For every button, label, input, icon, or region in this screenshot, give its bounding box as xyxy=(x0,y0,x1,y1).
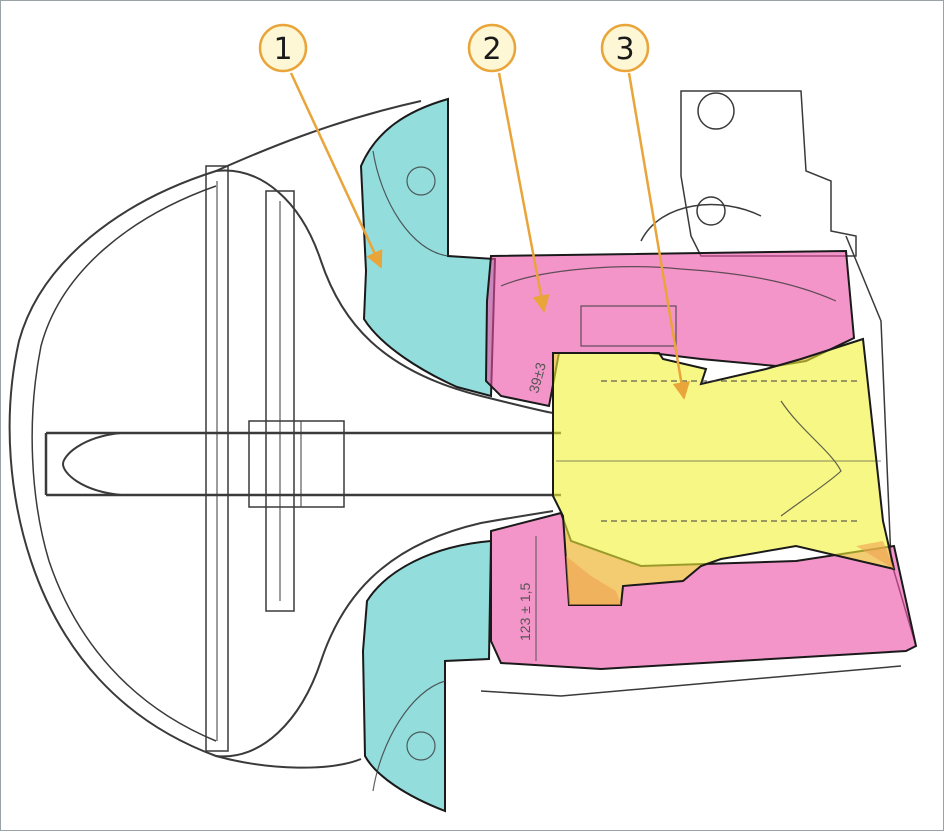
line-art xyxy=(8,90,917,769)
callout-leaders xyxy=(289,72,690,400)
lower-fairing xyxy=(215,510,554,758)
shaft-nose xyxy=(61,432,122,496)
upper-mount xyxy=(680,90,857,257)
callout-3: 3 xyxy=(600,23,650,73)
callout-1-number: 1 xyxy=(273,32,292,67)
leader-2 xyxy=(497,72,550,313)
overlap-lower-left xyxy=(566,556,621,605)
callout-2: 2 xyxy=(467,23,517,73)
leader-1 xyxy=(289,72,383,269)
left-frame-bar xyxy=(205,165,229,752)
inner-cowl-outline xyxy=(31,185,217,742)
central-shaft xyxy=(44,431,561,497)
dimension-lower-height: 123 ± 1,5 xyxy=(517,583,533,641)
outer-cowl-outline xyxy=(8,100,422,769)
part-overlays xyxy=(359,97,918,813)
callout-1: 1 xyxy=(258,23,308,73)
part-1-lower-region xyxy=(361,539,493,813)
spar-bar xyxy=(265,190,295,612)
part-1-upper-region xyxy=(359,97,497,398)
dimension-annotations: 123 ± 1,5 39±3 xyxy=(517,360,549,661)
overlap-lower-right xyxy=(856,541,894,569)
callout-3-number: 3 xyxy=(615,32,634,67)
internal-details xyxy=(372,150,881,792)
leader-3 xyxy=(627,72,690,400)
callout-2-number: 2 xyxy=(482,32,501,67)
dimension-upper-height: 39±3 xyxy=(525,360,549,394)
shaft-coupling xyxy=(248,420,345,508)
